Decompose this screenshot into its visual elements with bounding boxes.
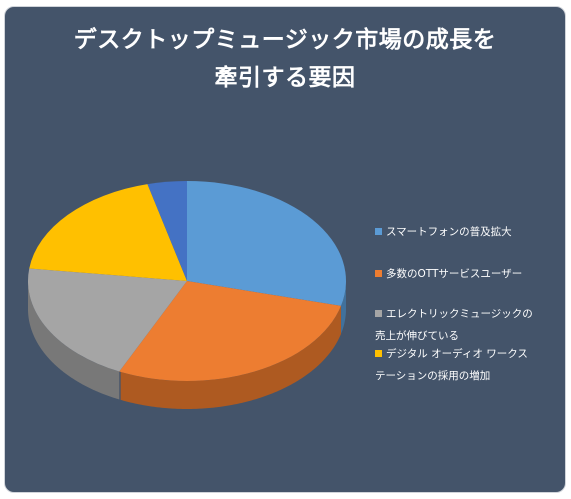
legend-swatch-daw xyxy=(375,350,382,357)
chart-title-line-2: 牽引する要因 xyxy=(214,64,356,91)
legend-label-daw-1: デジタル オーディオ ワークス xyxy=(386,348,528,360)
legend-item-daw: デジタル オーディオ ワークス テーションの採用の増加 xyxy=(375,343,565,387)
legend-label-smartphone: スマートフォンの普及拡大 xyxy=(386,226,512,238)
legend-swatch-smartphone xyxy=(375,228,382,235)
pie-side-0-0 xyxy=(341,281,346,334)
chart-title: デスクトップミュージック市場の成長を 牽引する要因 xyxy=(45,21,525,97)
pie-side-1-0 xyxy=(120,305,342,409)
legend-item-ott: 多数のOTTサービスユーザー xyxy=(375,263,565,285)
pie-slice-0-スマートフォンの普及拡大 xyxy=(187,181,347,306)
legend-item-smartphone: スマートフォンの普及拡大 xyxy=(375,221,565,243)
pie-slice-3-デジタル-オーディオ-ワークステーションの採用の増加 xyxy=(29,184,187,281)
legend-swatch-electric-music xyxy=(375,310,382,317)
pie-slice-1-多数のOTTサービスユーザー xyxy=(119,281,342,381)
pie-slice-4-unlabeled xyxy=(147,181,187,281)
legend-label-electric-music-2: 売上が伸びている xyxy=(375,330,459,342)
legend-label-electric-music-1: エレクトリックミュージックの xyxy=(386,308,533,320)
pie-chart xyxy=(27,181,347,409)
legend-swatch-ott xyxy=(375,270,382,277)
legend-item-electric-music: エレクトリックミュージックの 売上が伸びている xyxy=(375,303,565,347)
chart-frame: デスクトップミュージック市場の成長を 牽引する要因 スマートフォンの普及拡大 多… xyxy=(4,6,566,493)
chart-title-line-1: デスクトップミュージック市場の成長を xyxy=(73,26,497,53)
pie-slice-2-エレクトリックミュージックの売上が伸びている xyxy=(27,268,187,372)
legend-label-ott: 多数のOTTサービスユーザー xyxy=(386,268,523,280)
legend-label-daw-2: テーションの採用の増加 xyxy=(375,370,491,382)
pie-side-2-0 xyxy=(28,281,120,400)
